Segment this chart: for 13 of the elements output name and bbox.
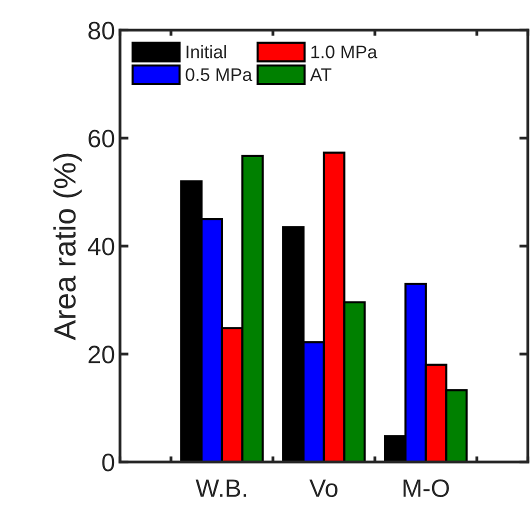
legend-label: Initial bbox=[186, 45, 226, 58]
legend-label: AT bbox=[310, 68, 332, 81]
legend-label: 1.0 MPa bbox=[311, 46, 378, 58]
y-tick-label: 60 bbox=[88, 130, 114, 148]
y-axis-title: Area ratio (%) bbox=[53, 154, 82, 340]
legend-label: 0.5 MPa bbox=[186, 68, 252, 82]
y-tick-label: 20 bbox=[88, 346, 114, 364]
x-tick-label: Vo bbox=[309, 480, 338, 498]
y-tick-label: 40 bbox=[88, 238, 114, 256]
y-tick-label: 80 bbox=[88, 22, 114, 40]
y-tick-label: 0 bbox=[102, 454, 114, 472]
x-tick-label: W.B. bbox=[196, 480, 246, 497]
x-tick-label: M-O bbox=[404, 479, 449, 498]
